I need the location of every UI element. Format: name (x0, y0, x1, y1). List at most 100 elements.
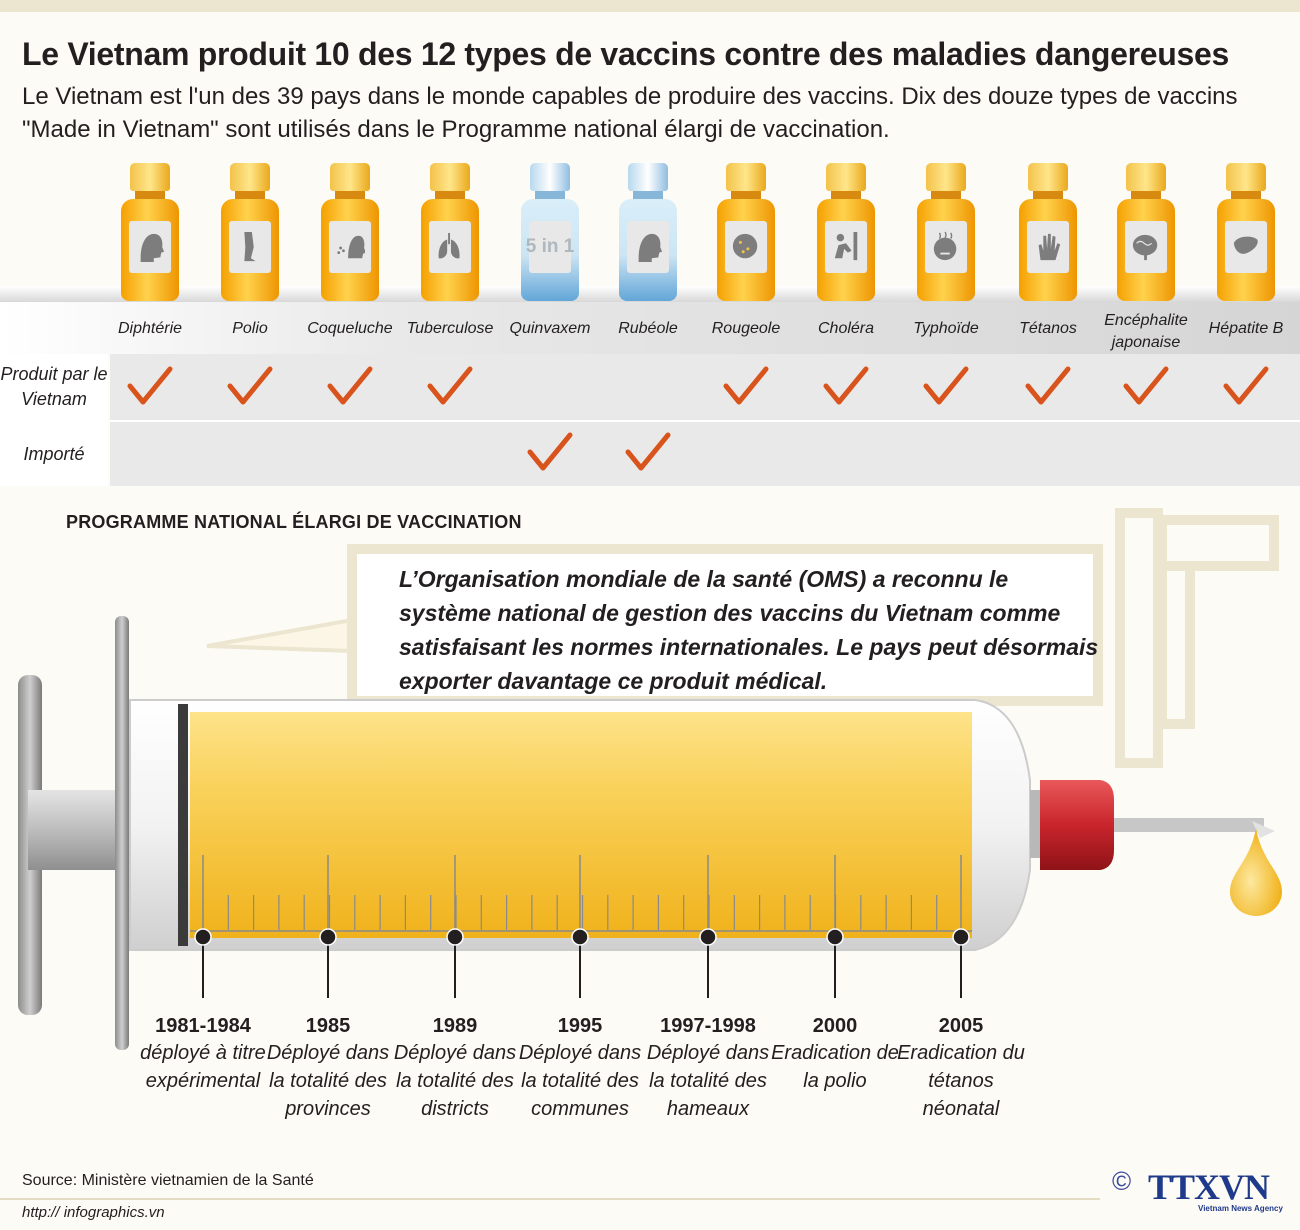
milestone-year: 1989 (432, 1015, 478, 1037)
milestone-year: 1985 (305, 1015, 351, 1037)
checkmark-icon (127, 366, 173, 406)
timeline-milestone: 1997-1998 Déployé dans la totalité des ha… (638, 1013, 778, 1123)
vial-label-text: 5 in 1 (525, 236, 575, 257)
vial-neck (335, 191, 365, 199)
vial-body (1217, 199, 1275, 301)
vial-label: 5 in 1 (526, 221, 574, 273)
timeline-milestone: 2005 Eradication du tétanos néonatal (891, 1013, 1031, 1123)
milestone-description: Eradication du tétanos néonatal (897, 1042, 1025, 1120)
logo-wordmark: TTXVN (1148, 1167, 1270, 1207)
vial-neck (931, 191, 961, 199)
vaccine-name: Tétanos (1019, 320, 1077, 337)
vaccine-name: Rubéole (618, 320, 678, 337)
milestone-year: 1997-1998 (660, 1015, 756, 1037)
vial-neck (731, 191, 761, 199)
produced-row: Produit par le Vietnam (0, 354, 1300, 422)
checkmark-icon (427, 366, 473, 406)
page-title: Le Vietnam produit 10 des 12 types de va… (22, 36, 1230, 72)
vial-label (229, 221, 271, 273)
vaccine-vial (619, 163, 677, 301)
oms-callout-text: L’Organisation mondiale de la santé (OMS… (399, 566, 1099, 694)
vial-cap (926, 163, 966, 191)
milestone-year: 1995 (557, 1015, 603, 1037)
page-subtitle: Le Vietnam est l'un des 39 pays dans le … (22, 83, 1238, 143)
source-note: Source: Ministère vietnamien de la Santé (22, 1172, 314, 1189)
vial-label (1027, 221, 1069, 273)
vial-neck (135, 191, 165, 199)
timeline-milestone: 1985 Déployé dans la totalité des provinc… (258, 1013, 398, 1123)
spotted-face-icon (732, 233, 758, 259)
ttxvn-logo: © TTXVN Vietnam News Agency (1112, 1166, 1287, 1226)
checkmark-icon (1223, 366, 1269, 406)
vaccine-vial (121, 163, 179, 301)
vial-cap (628, 163, 668, 191)
vaccine-vial (917, 163, 975, 301)
vial-neck (1131, 191, 1161, 199)
vaccine-name: Choléra (817, 320, 875, 337)
website-url[interactable]: http:// infographics.vn (22, 1204, 165, 1221)
vial-neck (435, 191, 465, 199)
vial-neck (1231, 191, 1261, 199)
vaccine-name: Polio (232, 320, 268, 337)
milestone-description: déployé à titre expérimental (140, 1042, 266, 1092)
vaccine-name: Coqueluche (307, 320, 393, 337)
timeline-milestone: 1989 Déployé dans la totalité des distric… (385, 1013, 525, 1123)
vaccine-vial (221, 163, 279, 301)
vaccine-vial (817, 163, 875, 301)
head-icon (638, 233, 663, 262)
vaccine-vial (421, 163, 479, 301)
leg-icon (244, 232, 256, 262)
top-bar (0, 0, 1300, 12)
milestone-year: 2005 (938, 1015, 984, 1037)
checkmark-icon (625, 432, 671, 472)
vial-label (1225, 221, 1267, 273)
vial-body (1117, 199, 1175, 301)
timeline-dot (952, 928, 970, 946)
cough-icon (337, 235, 365, 259)
milestone-description: Déployé dans la totalité des provinces (266, 1042, 390, 1120)
vial-body (817, 199, 875, 301)
vaccine-vial: 5 in 1 (521, 163, 579, 301)
vial-body (717, 199, 775, 301)
copyright-icon: © (1112, 1166, 1132, 1196)
vial-cap (330, 163, 370, 191)
timeline-dot (319, 928, 337, 946)
brain-icon (1132, 234, 1158, 261)
vial-body (421, 199, 479, 301)
imported-row-label: Importé (0, 422, 108, 486)
vial-cap (230, 163, 270, 191)
vial-cap (1226, 163, 1266, 191)
checkmark-icon (923, 366, 969, 406)
vial-cap (826, 163, 866, 191)
imported-row: Importé (0, 422, 1300, 486)
checkmark-icon (327, 366, 373, 406)
liver-icon (1233, 236, 1258, 254)
footer-divider (0, 1198, 1100, 1200)
vaccine-name: Diphtérie (117, 320, 183, 337)
vial-label (725, 221, 767, 273)
checkmark-icon (1025, 366, 1071, 406)
vial-cap (530, 163, 570, 191)
vial-body (1019, 199, 1077, 301)
vial-cap (130, 163, 170, 191)
timeline-dot (446, 928, 464, 946)
timeline-milestone: 1981-1984 déployé à titre expérimental (133, 1013, 273, 1095)
vaccine-name: Rougeole (711, 320, 781, 337)
milestone-year: 2000 (812, 1015, 858, 1037)
checkmark-icon (1123, 366, 1169, 406)
vial-label (627, 221, 669, 273)
vial-neck (831, 191, 861, 199)
vial-neck (1033, 191, 1063, 199)
timeline-dot (699, 928, 717, 946)
vial-cap (1028, 163, 1068, 191)
checkmark-icon (527, 432, 573, 472)
vial-label (925, 221, 967, 273)
vial-label (429, 221, 471, 273)
vaccine-name: Typhoïde (913, 320, 979, 337)
logo-subtitle: Vietnam News Agency (1198, 1204, 1283, 1213)
shelf (0, 302, 1300, 354)
timeline-milestone: 1995 Déployé dans la totalité des commune… (510, 1013, 650, 1123)
vial-body (321, 199, 379, 301)
head-icon (140, 233, 165, 262)
timeline-milestone: 2000 Eradication de la polio (765, 1013, 905, 1095)
